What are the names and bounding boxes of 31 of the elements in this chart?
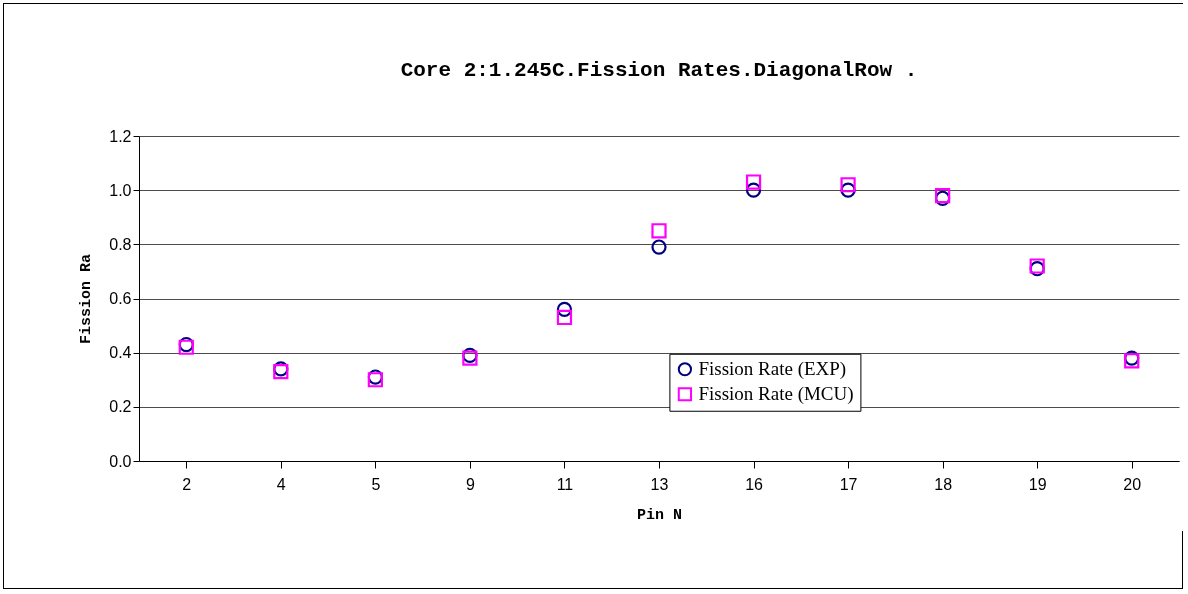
point — [840, 182, 856, 198]
y-tick-label: 0.8 — [109, 235, 132, 253]
point — [651, 239, 667, 255]
chart-title: Core 2:1.245C.Fission Rates.DiagonalRow . — [400, 59, 918, 82]
y-tick-label: 0.6 — [109, 290, 132, 307]
x-tick-label: 18 — [934, 475, 953, 493]
x-tick-label: 20 — [1123, 475, 1142, 493]
x-tick-label: 17 — [839, 475, 858, 493]
legend-label: Fission Rate (EXP) — [698, 358, 847, 381]
point — [745, 174, 762, 190]
y-tick-label: 0.0 — [109, 452, 132, 470]
x-tick-label: 13 — [650, 475, 669, 493]
y-tick-label: 1.2 — [109, 127, 132, 145]
x-tick-label: 9 — [465, 475, 475, 493]
x-tick-label: 11 — [556, 475, 574, 493]
point — [840, 177, 856, 193]
y-tick-label: 1.0 — [109, 181, 132, 199]
y-tick-label: 0.4 — [109, 344, 132, 362]
x-tick-label: 16 — [745, 475, 764, 493]
x-tick-label: 2 — [182, 475, 192, 493]
point — [651, 223, 667, 239]
x-axis-title: Pin N — [636, 506, 683, 524]
x-tick-label: 4 — [276, 475, 286, 493]
y-tick-label: 0.2 — [109, 398, 132, 416]
point — [745, 182, 762, 198]
x-tick-label: 5 — [371, 475, 381, 493]
point — [556, 309, 573, 326]
x-tick-label: 19 — [1028, 475, 1047, 493]
y-axis-title: Fission Ra — [78, 253, 96, 345]
point — [556, 301, 573, 317]
legend-label: Fission Rate (MCU) — [698, 383, 854, 406]
